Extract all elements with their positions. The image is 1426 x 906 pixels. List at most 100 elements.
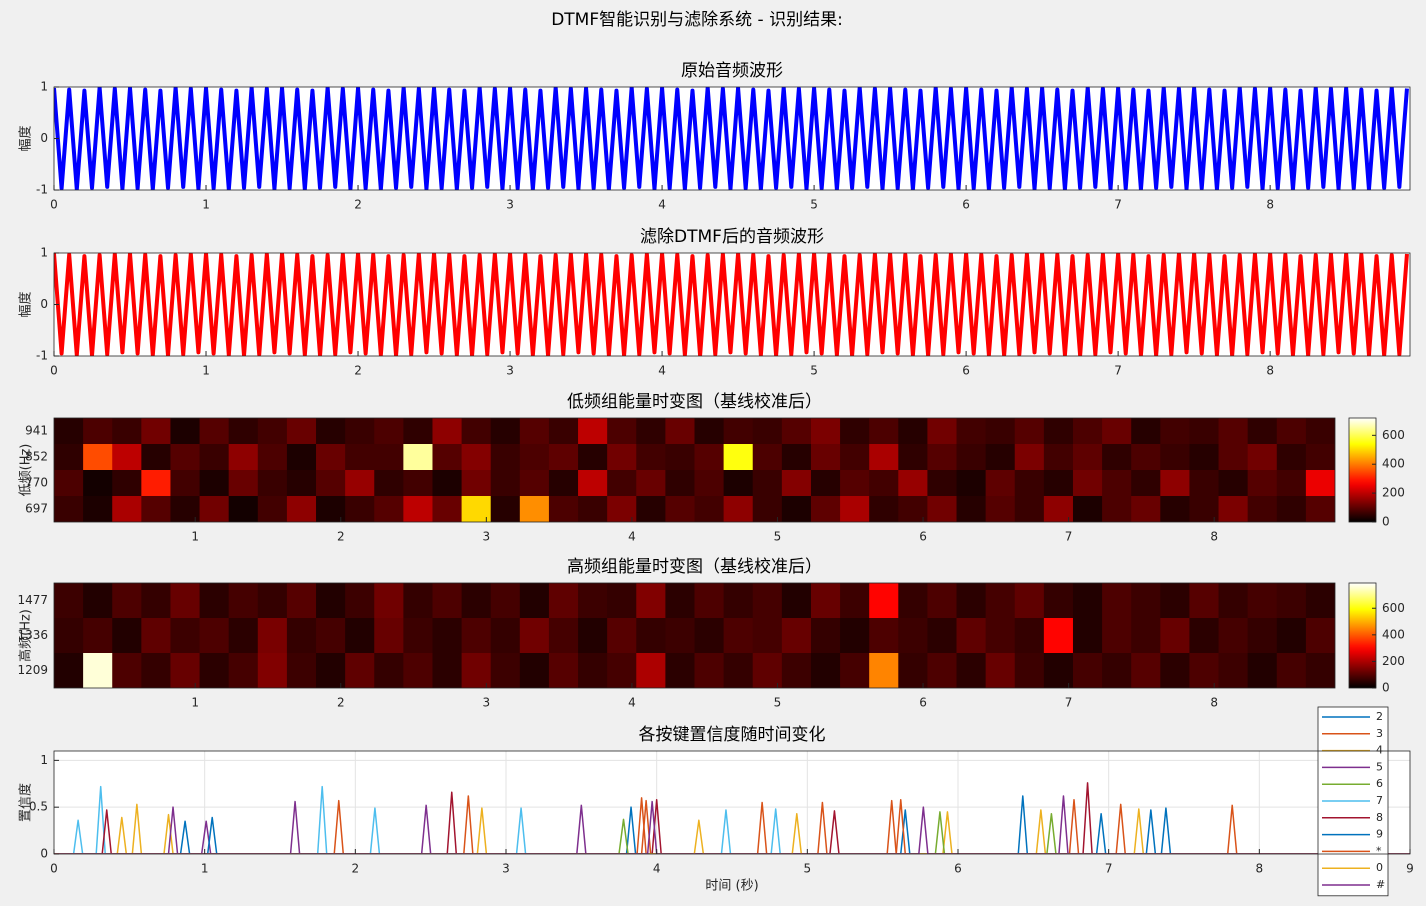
x-tick-label: 1 bbox=[202, 198, 210, 212]
heatmap-cell bbox=[723, 583, 754, 618]
heatmap-cell bbox=[83, 618, 113, 653]
heatmap-cell bbox=[1189, 618, 1220, 653]
heatmap-cell bbox=[1247, 470, 1278, 496]
colorbar-tick-label: 0 bbox=[1382, 515, 1390, 529]
heatmap-cell bbox=[83, 653, 113, 688]
x-tick-label: 5 bbox=[804, 862, 812, 876]
heatmap-cell bbox=[170, 653, 201, 688]
heatmap-cell bbox=[1218, 583, 1249, 618]
heatmap-cell bbox=[1218, 618, 1249, 653]
heatmap-cell bbox=[112, 583, 142, 618]
heatmap-cell bbox=[956, 444, 987, 470]
heatmap-cell bbox=[432, 470, 463, 496]
heatmap-cell bbox=[1014, 470, 1045, 496]
y-tick-label: 697 bbox=[25, 502, 48, 516]
heatmap-cell bbox=[1160, 653, 1190, 688]
y-tick-label: 770 bbox=[25, 476, 48, 490]
heatmap-cell bbox=[141, 653, 171, 688]
heatmap-cell bbox=[490, 618, 521, 653]
colorbar bbox=[1348, 582, 1377, 689]
heatmap-cell bbox=[1160, 418, 1190, 444]
heatmap-cell bbox=[83, 418, 113, 444]
heatmap-cell bbox=[83, 496, 113, 522]
heatmap-cell bbox=[403, 583, 433, 618]
heatmap-cell bbox=[519, 653, 550, 688]
heatmap-cell bbox=[840, 653, 870, 688]
heatmap-cell bbox=[636, 618, 666, 653]
x-tick-label: 4 bbox=[653, 862, 661, 876]
x-tick-label: 7 bbox=[1114, 364, 1122, 378]
heatmap-cell bbox=[548, 496, 579, 522]
heatmap-cell bbox=[141, 583, 171, 618]
heatmap-cell bbox=[665, 418, 695, 444]
heatmap-cell bbox=[141, 496, 171, 522]
heatmap-cell bbox=[781, 618, 812, 653]
plot-area bbox=[54, 751, 1410, 854]
legend-label: 3 bbox=[1376, 727, 1383, 740]
x-tick-label: 3 bbox=[483, 530, 491, 544]
heatmap-cell bbox=[1102, 583, 1132, 618]
heatmap-cell bbox=[898, 470, 928, 496]
heatmap-cell bbox=[636, 470, 666, 496]
heatmap-cell bbox=[432, 618, 463, 653]
x-tick-label: 5 bbox=[774, 530, 782, 544]
heatmap-cell bbox=[1043, 653, 1074, 688]
heatmap-cell bbox=[665, 444, 695, 470]
legend-label: 7 bbox=[1376, 794, 1383, 807]
heatmap-cell bbox=[752, 618, 783, 653]
legend-label: 4 bbox=[1376, 744, 1383, 757]
heatmap-cell bbox=[286, 470, 317, 496]
x-axis-label: 时间 (秒) bbox=[705, 879, 758, 894]
heatmap-cell bbox=[432, 496, 463, 522]
heatmap-cell bbox=[898, 653, 928, 688]
heatmap-cell bbox=[141, 618, 171, 653]
heatmap-cell bbox=[228, 653, 259, 688]
heatmap-cell bbox=[927, 653, 958, 688]
heatmap-cell bbox=[54, 583, 84, 618]
heatmap-cell bbox=[723, 618, 754, 653]
heatmap-cell bbox=[1131, 618, 1161, 653]
heatmap-cell bbox=[1247, 583, 1278, 618]
x-tick-label: 1 bbox=[191, 696, 199, 710]
heatmap-cell bbox=[1305, 653, 1335, 688]
heatmap-cell bbox=[810, 618, 841, 653]
heatmap-cell bbox=[985, 470, 1016, 496]
x-tick-label: 8 bbox=[1266, 198, 1274, 212]
axes-background bbox=[54, 751, 1410, 854]
heatmap-cell bbox=[956, 583, 987, 618]
heatmap-cell bbox=[869, 444, 899, 470]
heatmap-cell bbox=[927, 583, 958, 618]
heatmap-cell bbox=[257, 418, 288, 444]
data-line bbox=[54, 782, 1410, 854]
heatmap-cell bbox=[1043, 618, 1074, 653]
heatmap-cell bbox=[141, 418, 171, 444]
heatmap-cell bbox=[869, 583, 899, 618]
heatmap-cell bbox=[141, 444, 171, 470]
heatmap-cell bbox=[1276, 418, 1307, 444]
y-tick-label: 852 bbox=[25, 450, 48, 464]
heatmap-cell bbox=[752, 583, 783, 618]
heatmap-cell bbox=[199, 618, 230, 653]
x-tick-label: 7 bbox=[1114, 198, 1122, 212]
heatmap-cell bbox=[1305, 444, 1335, 470]
heatmap-cell bbox=[1276, 653, 1307, 688]
heatmap-cell bbox=[1072, 418, 1103, 444]
heatmap-cell bbox=[286, 418, 317, 444]
heatmap-cell bbox=[752, 444, 783, 470]
heatmap-cell bbox=[1160, 470, 1190, 496]
heatmap-cell bbox=[1131, 583, 1161, 618]
heatmap-cell bbox=[316, 418, 346, 444]
heatmap-cell bbox=[403, 496, 433, 522]
heatmap-cell bbox=[345, 470, 375, 496]
heatmap-cell bbox=[956, 618, 987, 653]
heatmap-cell bbox=[636, 653, 666, 688]
data-line bbox=[54, 253, 1409, 356]
axes-title: 低频组能量时变图（基线校准后） bbox=[567, 392, 822, 412]
heatmap-cell bbox=[1014, 653, 1045, 688]
heatmap-cell bbox=[1160, 583, 1190, 618]
axes-title: 原始音频波形 bbox=[681, 61, 783, 81]
heatmap-cell bbox=[578, 653, 608, 688]
heatmap-cell bbox=[316, 653, 346, 688]
heatmap-cell bbox=[548, 470, 579, 496]
heatmap-cell bbox=[781, 418, 812, 444]
